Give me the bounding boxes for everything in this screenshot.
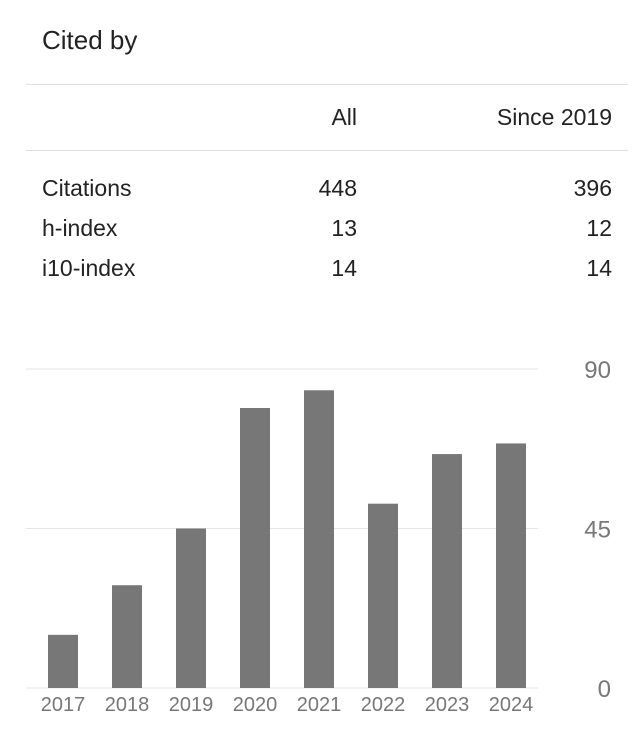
citations-per-year-chart: 0 45 90 2017 2018 2019 2020 2021 2022 2023 2024 — [26, 357, 611, 716]
h-index-all-value: 13 — [331, 215, 357, 241]
row-label-i10-index: i10-index — [42, 255, 136, 281]
citations-since-value: 396 — [573, 175, 612, 201]
x-tick-label-2018: 2018 — [105, 694, 150, 716]
section-title: Cited by — [42, 25, 138, 55]
i10-index-since-value: 14 — [586, 255, 612, 281]
header-divider — [26, 84, 628, 85]
y-tick-label-45: 45 — [584, 517, 611, 544]
bar-2021[interactable] — [304, 390, 334, 688]
bar-2023[interactable] — [432, 454, 462, 688]
x-tick-label-2019: 2019 — [169, 694, 214, 716]
h-index-since-value: 12 — [586, 215, 612, 241]
column-header-all[interactable]: All — [331, 104, 357, 130]
bar-2019[interactable] — [176, 528, 206, 689]
bar-2020[interactable] — [240, 407, 270, 688]
x-tick-label-2020: 2020 — [233, 694, 278, 716]
row-label-citations: Citations — [42, 175, 132, 201]
x-tick-label-2023: 2023 — [425, 694, 470, 716]
bar-2022[interactable] — [368, 503, 398, 688]
x-tick-label-2024: 2024 — [489, 694, 534, 716]
table-divider — [26, 150, 628, 151]
x-tick-label-2017: 2017 — [41, 694, 86, 716]
x-tick-label-2021: 2021 — [297, 694, 342, 716]
y-tick-label-90: 90 — [584, 357, 611, 384]
row-label-h-index: h-index — [42, 215, 118, 241]
x-tick-label-2022: 2022 — [361, 694, 406, 716]
y-tick-label-0: 0 — [598, 676, 611, 703]
bar-2018[interactable] — [112, 585, 142, 688]
citations-all-value: 448 — [318, 175, 357, 201]
i10-index-all-value: 14 — [331, 255, 357, 281]
column-header-since-2019[interactable]: Since 2019 — [496, 104, 612, 130]
bar-2024[interactable] — [496, 443, 526, 688]
bar-2017[interactable] — [48, 634, 78, 688]
